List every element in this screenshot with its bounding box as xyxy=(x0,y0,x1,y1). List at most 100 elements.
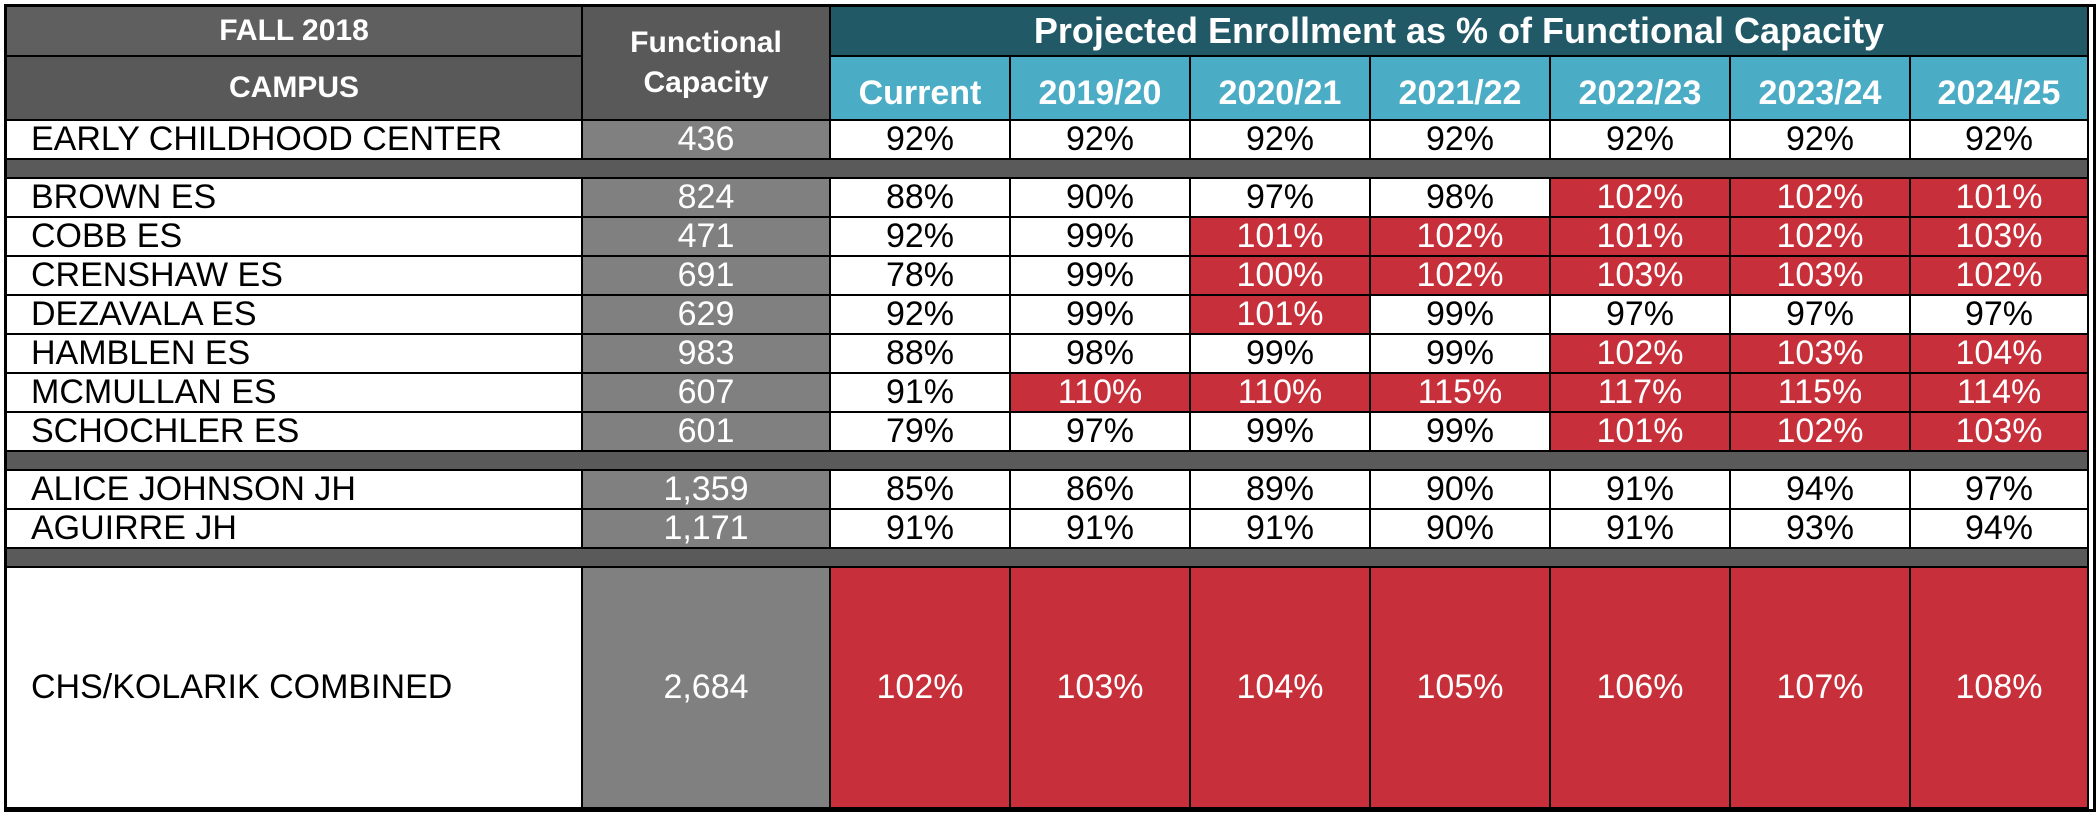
functional-capacity-value: 1,359 xyxy=(583,471,831,510)
campus-name: EARLY CHILDHOOD CENTER xyxy=(7,121,583,160)
percent-cell-over-capacity: 102% xyxy=(1731,218,1911,257)
percent-cell-over-capacity: 108% xyxy=(1911,568,2089,809)
capacity-header: Functional Capacity xyxy=(583,7,831,121)
percent-cell: 92% xyxy=(1371,121,1551,160)
campus-name: ALICE JOHNSON JH xyxy=(7,471,583,510)
percent-cell-over-capacity: 105% xyxy=(1371,568,1551,809)
percent-cell: 78% xyxy=(831,257,1011,296)
percent-cell: 91% xyxy=(1551,510,1731,549)
percent-cell: 97% xyxy=(1191,179,1371,218)
functional-capacity-value: 601 xyxy=(583,413,831,452)
percent-cell: 92% xyxy=(831,218,1011,257)
percent-cell: 92% xyxy=(1731,121,1911,160)
percent-cell: 94% xyxy=(1731,471,1911,510)
percent-cell-over-capacity: 110% xyxy=(1191,374,1371,413)
percent-cell-over-capacity: 114% xyxy=(1911,374,2089,413)
percent-cell: 99% xyxy=(1011,296,1191,335)
percent-cell-over-capacity: 103% xyxy=(1731,335,1911,374)
percent-cell: 92% xyxy=(831,121,1011,160)
functional-capacity-value: 471 xyxy=(583,218,831,257)
percent-cell-over-capacity: 107% xyxy=(1731,568,1911,809)
percent-cell: 88% xyxy=(831,335,1011,374)
term-header: FALL 2018 xyxy=(7,7,583,57)
percent-cell: 90% xyxy=(1011,179,1191,218)
functional-capacity-value: 983 xyxy=(583,335,831,374)
campus-name: CRENSHAW ES xyxy=(7,257,583,296)
section-separator xyxy=(7,160,2089,179)
percent-cell: 90% xyxy=(1371,471,1551,510)
percent-cell-over-capacity: 102% xyxy=(1371,257,1551,296)
percent-cell-over-capacity: 102% xyxy=(1551,335,1731,374)
percent-cell: 88% xyxy=(831,179,1011,218)
percent-cell-over-capacity: 110% xyxy=(1011,374,1191,413)
percent-cell: 79% xyxy=(831,413,1011,452)
percent-cell-over-capacity: 101% xyxy=(1191,218,1371,257)
campus-name: CHS/KOLARIK COMBINED xyxy=(7,568,583,809)
percent-cell: 98% xyxy=(1371,179,1551,218)
functional-capacity-value: 2,684 xyxy=(583,568,831,809)
percent-cell: 99% xyxy=(1371,413,1551,452)
functional-capacity-value: 1,171 xyxy=(583,510,831,549)
percent-cell-over-capacity: 104% xyxy=(1191,568,1371,809)
percent-cell-over-capacity: 104% xyxy=(1911,335,2089,374)
capacity-header-line2: Capacity xyxy=(643,66,769,99)
percent-cell-over-capacity: 103% xyxy=(1911,218,2089,257)
percent-cell-over-capacity: 102% xyxy=(1731,413,1911,452)
percent-cell-over-capacity: 115% xyxy=(1371,374,1551,413)
campus-name: DEZAVALA ES xyxy=(7,296,583,335)
year-column-header: 2020/21 xyxy=(1191,57,1371,121)
percent-cell-over-capacity: 102% xyxy=(831,568,1011,809)
functional-capacity-value: 824 xyxy=(583,179,831,218)
percent-cell: 92% xyxy=(1551,121,1731,160)
percent-cell: 92% xyxy=(831,296,1011,335)
percent-cell: 97% xyxy=(1551,296,1731,335)
campus-name: BROWN ES xyxy=(7,179,583,218)
percent-cell: 99% xyxy=(1191,413,1371,452)
percent-cell: 94% xyxy=(1911,510,2089,549)
percent-cell-over-capacity: 103% xyxy=(1911,413,2089,452)
percent-cell: 92% xyxy=(1191,121,1371,160)
campus-name: HAMBLEN ES xyxy=(7,335,583,374)
percent-cell: 91% xyxy=(1191,510,1371,549)
percent-cell-over-capacity: 117% xyxy=(1551,374,1731,413)
percent-cell: 91% xyxy=(831,374,1011,413)
capacity-header-line1: Functional xyxy=(630,26,782,59)
year-column-header: 2024/25 xyxy=(1911,57,2089,121)
percent-cell: 99% xyxy=(1011,257,1191,296)
percent-cell: 91% xyxy=(831,510,1011,549)
percent-cell: 91% xyxy=(1011,510,1191,549)
percent-cell-over-capacity: 106% xyxy=(1551,568,1731,809)
percent-cell: 92% xyxy=(1911,121,2089,160)
percent-cell: 97% xyxy=(1911,296,2089,335)
percent-cell: 97% xyxy=(1911,471,2089,510)
percent-cell: 97% xyxy=(1731,296,1911,335)
campus-name: MCMULLAN ES xyxy=(7,374,583,413)
percent-cell-over-capacity: 101% xyxy=(1551,218,1731,257)
percent-cell: 91% xyxy=(1551,471,1731,510)
year-column-header: 2023/24 xyxy=(1731,57,1911,121)
percent-cell: 98% xyxy=(1011,335,1191,374)
percent-cell-over-capacity: 102% xyxy=(1731,179,1911,218)
percent-cell-over-capacity: 102% xyxy=(1551,179,1731,218)
percent-cell: 89% xyxy=(1191,471,1371,510)
projection-group-header: Projected Enrollment as % of Functional … xyxy=(831,7,2089,57)
percent-cell-over-capacity: 101% xyxy=(1191,296,1371,335)
year-column-header: 2022/23 xyxy=(1551,57,1731,121)
functional-capacity-value: 436 xyxy=(583,121,831,160)
percent-cell: 90% xyxy=(1371,510,1551,549)
functional-capacity-value: 629 xyxy=(583,296,831,335)
functional-capacity-value: 691 xyxy=(583,257,831,296)
percent-cell-over-capacity: 101% xyxy=(1551,413,1731,452)
year-column-header: Current xyxy=(831,57,1011,121)
percent-cell: 92% xyxy=(1011,121,1191,160)
section-separator xyxy=(7,549,2089,568)
percent-cell: 97% xyxy=(1011,413,1191,452)
percent-cell-over-capacity: 102% xyxy=(1371,218,1551,257)
percent-cell-over-capacity: 103% xyxy=(1011,568,1191,809)
year-column-header: 2021/22 xyxy=(1371,57,1551,121)
percent-cell: 99% xyxy=(1371,335,1551,374)
percent-cell: 99% xyxy=(1371,296,1551,335)
percent-cell: 99% xyxy=(1191,335,1371,374)
percent-cell: 93% xyxy=(1731,510,1911,549)
campus-name: AGUIRRE JH xyxy=(7,510,583,549)
